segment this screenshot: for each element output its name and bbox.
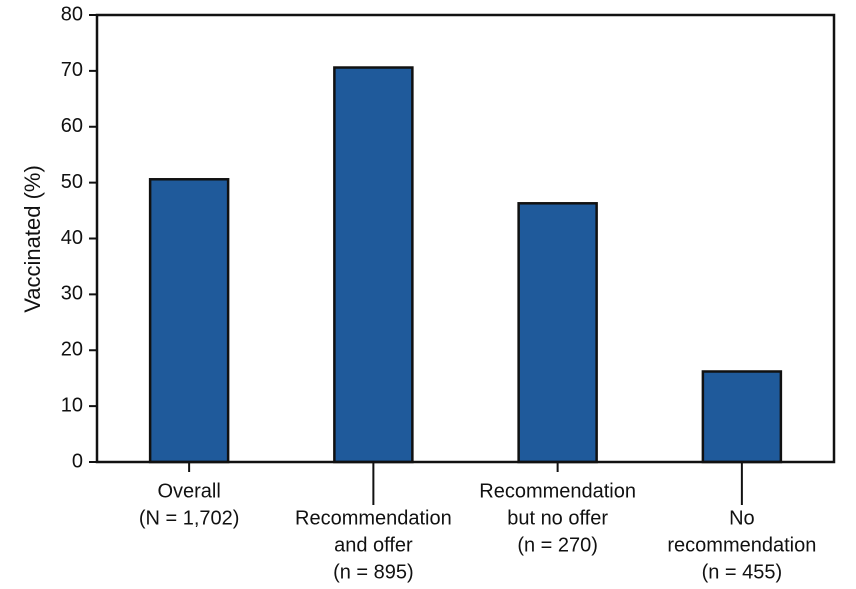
bar <box>148 178 230 464</box>
y-tick-label: 40 <box>61 227 83 249</box>
y-axis-title: Vaccinated (%) <box>20 165 45 313</box>
bar <box>701 370 783 464</box>
x-category-label: (N = 1,702) <box>139 507 240 529</box>
bar <box>333 66 414 464</box>
y-tick-label: 50 <box>61 171 83 193</box>
x-category-label: Recommendation <box>479 480 636 502</box>
x-category-label: No <box>729 507 755 529</box>
x-category-label: (n = 895) <box>333 561 414 583</box>
y-tick-label: 80 <box>61 3 83 25</box>
x-category-label: (n = 270) <box>517 534 598 556</box>
bar <box>517 202 598 464</box>
y-tick-label: 20 <box>61 339 83 361</box>
y-tick-label: 70 <box>61 59 83 81</box>
x-category-label: recommendation <box>667 534 816 556</box>
y-tick-label: 30 <box>61 283 83 305</box>
x-category-label: Overall <box>157 480 220 502</box>
y-tick-label: 60 <box>61 115 83 137</box>
x-category-label: (n = 455) <box>702 561 783 583</box>
plot-frame <box>95 13 836 464</box>
y-tick-label: 0 <box>72 450 83 472</box>
y-tick-label: 10 <box>61 394 83 416</box>
x-category-label: but no offer <box>507 507 608 529</box>
x-category-label: and offer <box>334 534 413 556</box>
x-category-label: Recommendation <box>295 507 452 529</box>
